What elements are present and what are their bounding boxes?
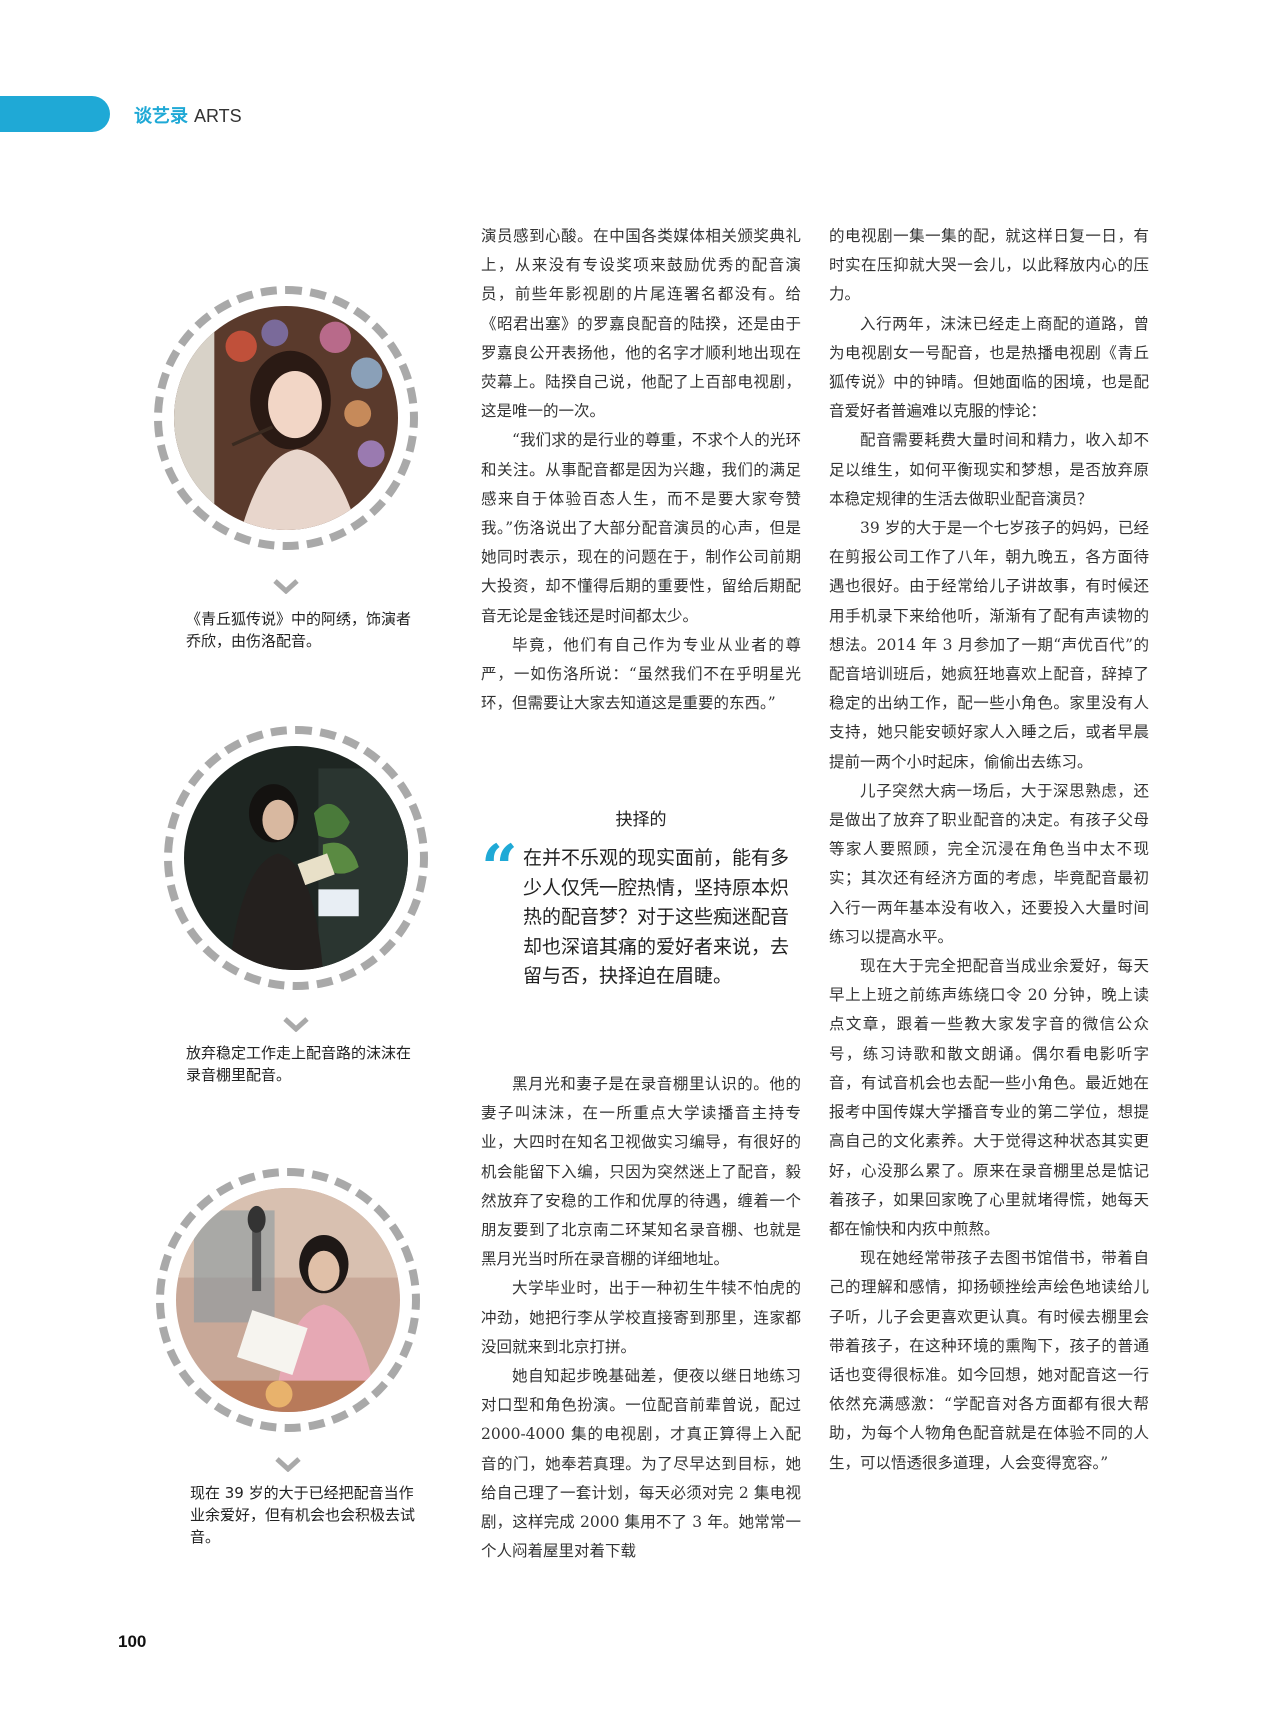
column-1-top: 演员感到心酸。在中国各类媒体相关颁奖典礼上，从来没有专设奖项来鼓励优秀的配音演员… (481, 222, 801, 718)
paragraph: 的电视剧一集一集的配，就这样日复一日，有时实在压抑就大哭一会儿，以此释放内心的压… (829, 227, 1149, 304)
section-title: 抉择的 (615, 810, 667, 830)
section-label: 谈艺录 ARTS (134, 102, 242, 128)
chevron-down-icon (283, 1017, 309, 1032)
paragraph: 儿子突然大病一场后，大于深思熟虑，还是做出了放弃了职业配音的决定。有孩子父母等家… (829, 781, 1149, 946)
photo-1-caption: 《青丘狐传说》中的阿绣，饰演者乔欣，由伤洛配音。 (186, 610, 412, 650)
paragraph: 现在大于完全把配音当成业余爱好，每天早上上班之前练声练绕口令 20 分钟，晚上读… (829, 957, 1149, 1238)
paragraph: 配音需要耗费大量时间和精力，收入却不足以维生，如何平衡现实和梦想，是否放弃原本稳… (829, 431, 1149, 508)
header-accent-tab (0, 96, 110, 132)
pull-quote: 在并不乐观的现实面前，能有多少人仅凭一腔热情，坚持原本炽热的配音梦？对于这些痴迷… (523, 847, 790, 988)
photo-3-ring (156, 1168, 420, 1432)
pull-quote-section: 抉择的 “ 在并不乐观的现实面前，能有多少人仅凭一腔热情，坚持原本炽热的配音梦？… (481, 805, 801, 992)
chevron-down-icon (273, 579, 299, 594)
paragraph: 39 岁的大于是一个七岁孩子的妈妈，已经在剪报公司工作了八年，朝九晚五，各方面待… (829, 519, 1149, 771)
paragraph: 大学毕业时，出于一种初生牛犊不怕虎的冲劲，她把行李从学校直接寄到那里，连家都没回… (481, 1279, 801, 1356)
photo-dayu-recording (176, 1188, 400, 1412)
section-label-cn: 谈艺录 (134, 106, 188, 127)
column-1-bottom: 黑月光和妻子是在录音棚里认识的。他的妻子叫沫沫，在一所重点大学读播音主持专业，大… (481, 1070, 801, 1566)
paragraph: 毕竟，他们有自己作为专业从业者的尊严，一如伤洛所说：“虽然我们不在乎明星光环，但… (481, 635, 801, 713)
photo-3-caption: 现在 39 岁的大于已经把配音当作业余爱好，但有机会也会积极去试音。 (190, 1484, 416, 1546)
quote-mark-icon: “ (481, 831, 518, 906)
paragraph: 现在她经常带孩子去图书馆借书，带着自己的理解和感情，抑扬顿挫绘声绘色地读给儿子听… (829, 1249, 1149, 1472)
section-label-en: ARTS (194, 106, 242, 126)
paragraph: “我们求的是行业的尊重，不求个人的光环和关注。从事配音都是因为兴趣，我们的满足感… (481, 431, 801, 625)
paragraph: 演员感到心酸。在中国各类媒体相关颁奖典礼上，从来没有专设奖项来鼓励优秀的配音演员… (481, 227, 801, 421)
chevron-down-icon (275, 1457, 301, 1472)
photo-2-caption: 放弃稳定工作走上配音路的沫沫在录音棚里配音。 (186, 1044, 412, 1084)
paragraph: 黑月光和妻子是在录音棚里认识的。他的妻子叫沫沫，在一所重点大学读播音主持专业，大… (481, 1075, 801, 1269)
column-2: 的电视剧一集一集的配，就这样日复一日，有时实在压抑就大哭一会儿，以此释放内心的压… (829, 222, 1149, 1478)
photo-2-ring (164, 726, 428, 990)
page-number: 100 (118, 1632, 147, 1651)
photo-actress-qiaoxin (174, 306, 398, 530)
paragraph: 她自知起步晚基础差，便夜以继日地练习对口型和角色扮演。一位配音前辈曾说，配过 2… (481, 1367, 801, 1561)
photo-1-ring (154, 286, 418, 550)
photo-momo-studio (184, 746, 408, 970)
paragraph: 入行两年，沫沫已经走上商配的道路，曾为电视剧女一号配音，也是热播电视剧《青丘狐传… (829, 314, 1149, 421)
